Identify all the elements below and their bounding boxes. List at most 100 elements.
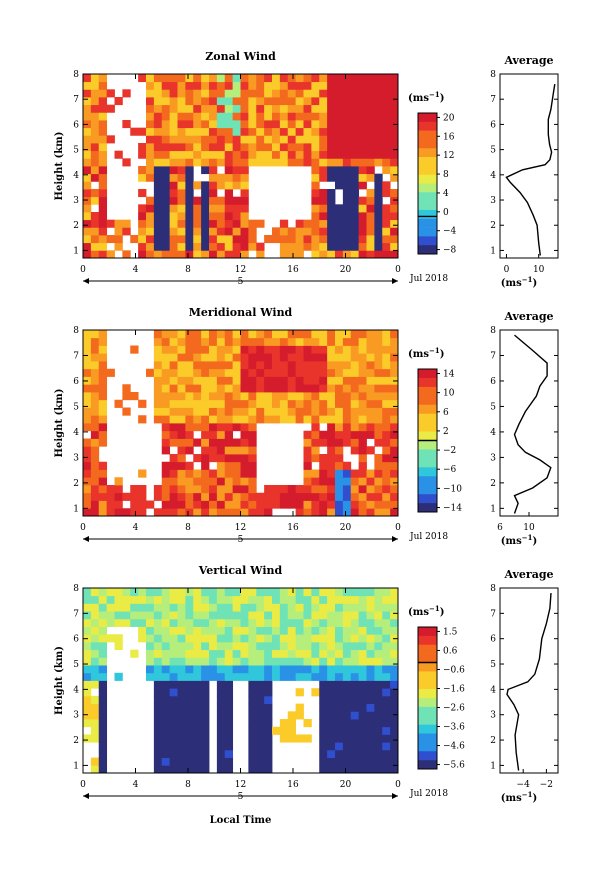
- colorbar-tick-label: −2.6: [443, 704, 465, 714]
- x-tick-label: 20: [340, 265, 352, 275]
- profile-y-tick-label: 5: [490, 660, 496, 670]
- profile-y-tick-label: 2: [490, 221, 496, 231]
- profile-y-tick-label: 4: [490, 171, 496, 181]
- unit-close: ): [532, 536, 537, 547]
- unit-close: ): [440, 349, 445, 360]
- colorbar-segment: [418, 476, 437, 486]
- profile-line: [505, 83, 556, 256]
- profile-x-label: (ms−1): [501, 790, 537, 804]
- colorbar: 20 16 12 8 4 0 −4 −8 (ms−1): [408, 90, 457, 256]
- x-tick-label: 8: [185, 523, 191, 533]
- colorbar: 1.5 0.6 −0.6 −1.6 −2.6 −3.6 −4.6 −5.6 (ms−1): [408, 604, 465, 771]
- y-tick-label: 6: [73, 635, 79, 645]
- colorbar-segment: [418, 689, 437, 699]
- profile-frame: [499, 73, 559, 259]
- colorbar-tick-label: −8: [443, 246, 457, 256]
- unit-exponent: −1: [522, 790, 533, 799]
- profile-y-tick-label: 6: [490, 377, 496, 387]
- unit-exponent: −1: [429, 346, 440, 355]
- y-tick-label: 7: [73, 609, 79, 619]
- panel-title: Meridional Wind: [189, 306, 293, 319]
- y-tick-label: 4: [73, 171, 79, 181]
- colorbar-segment: [418, 494, 437, 504]
- colorbar-segment: [418, 413, 437, 423]
- profile-y-tick-label: 2: [490, 736, 496, 746]
- colorbar-tick-label: −3.6: [443, 723, 465, 733]
- profile-x-label: (ms−1): [501, 533, 537, 547]
- colorbar-tick-label: 1.5: [443, 627, 458, 637]
- profile-y-tick-label: 5: [490, 146, 496, 156]
- y-tick-label: 6: [73, 120, 79, 130]
- colorbar-segment: [418, 644, 437, 654]
- unit-exponent: −1: [429, 90, 440, 99]
- colorbar-tick-label: −4.6: [443, 742, 465, 752]
- profile-y-tick-label: 4: [490, 428, 496, 438]
- panel-title: Vertical Wind: [198, 564, 283, 577]
- profile-y-tick-label: 8: [490, 584, 496, 594]
- profile-x-tick-label: −4: [517, 780, 531, 790]
- profile-y-tick-label: 3: [490, 196, 496, 206]
- profile-y-tick-label: 8: [490, 70, 496, 80]
- profile-x-tick-label: 10: [533, 265, 545, 275]
- profile-y-tick-label: 6: [490, 120, 496, 130]
- profile-title: Average: [503, 54, 553, 67]
- day-bracket-arrow-left: [83, 793, 89, 799]
- colorbar-segment: [418, 440, 437, 450]
- profile-y-tick-label: 8: [490, 326, 496, 336]
- date-label: Jul 2018: [409, 532, 448, 542]
- colorbar-segment: [418, 121, 437, 131]
- y-tick-label: 8: [73, 70, 79, 80]
- day-label: 5: [238, 792, 244, 802]
- heatmap-cells: [83, 74, 399, 259]
- profile-y-tick-label: 6: [490, 635, 496, 645]
- colorbar-segment: [418, 431, 437, 441]
- y-axis-label: Height (km): [54, 646, 65, 715]
- y-tick-label: 3: [73, 196, 79, 206]
- y-tick-label: 2: [73, 221, 79, 231]
- colorbar-segment: [418, 174, 437, 184]
- profile-y-tick-label: 3: [490, 711, 496, 721]
- colorbar-tick-label: 10: [443, 389, 455, 399]
- colorbar-segment: [418, 201, 437, 211]
- unit-close: ): [440, 93, 445, 104]
- colorbar-segment: [418, 192, 437, 202]
- colorbar-segment: [418, 157, 437, 167]
- unit-base: (ms: [501, 278, 522, 289]
- y-tick-label: 5: [73, 146, 79, 156]
- colorbar-tick-label: −1.6: [443, 684, 465, 694]
- unit-close: ): [440, 607, 445, 618]
- unit-base: (ms: [501, 793, 522, 804]
- x-tick-label: 0: [395, 780, 401, 790]
- colorbar-tick-label: 2: [443, 427, 449, 437]
- x-tick-label: 8: [185, 265, 191, 275]
- profile-x-tick-label: 0: [504, 265, 510, 275]
- colorbar-tick-label: 4: [443, 189, 449, 199]
- colorbar-segment: [418, 218, 437, 228]
- colorbar-unit: (ms−1): [408, 346, 444, 360]
- colorbar-segment: [418, 227, 437, 237]
- colorbar-segment: [418, 485, 437, 495]
- colorbar-segment: [418, 245, 437, 255]
- average-profile: Average 1 2 3 4 5 6 7 8 6 10(ms−1): [490, 310, 559, 547]
- day-bracket-arrow-left: [83, 536, 89, 542]
- y-tick-label: 5: [73, 402, 79, 412]
- colorbar-tick-label: −0.6: [443, 665, 465, 675]
- profile-y-tick-label: 5: [490, 402, 496, 412]
- x-tick-label: 16: [287, 265, 299, 275]
- x-tick-label: 4: [133, 780, 139, 790]
- day-bracket-arrow-left: [83, 278, 89, 284]
- colorbar-tick-label: 0: [443, 208, 449, 218]
- colorbar-segment: [418, 742, 437, 752]
- colorbar-tick-label: 12: [443, 151, 454, 161]
- x-tick-label: 20: [340, 780, 352, 790]
- profile-y-tick-label: 2: [490, 479, 496, 489]
- heatmap-cells: [83, 588, 399, 774]
- colorbar-segment: [418, 467, 437, 477]
- colorbar-segment: [418, 113, 437, 123]
- unit-close: ): [532, 278, 537, 289]
- colorbar-tick-label: 6: [443, 408, 449, 418]
- profile-y-tick-label: 1: [490, 761, 496, 771]
